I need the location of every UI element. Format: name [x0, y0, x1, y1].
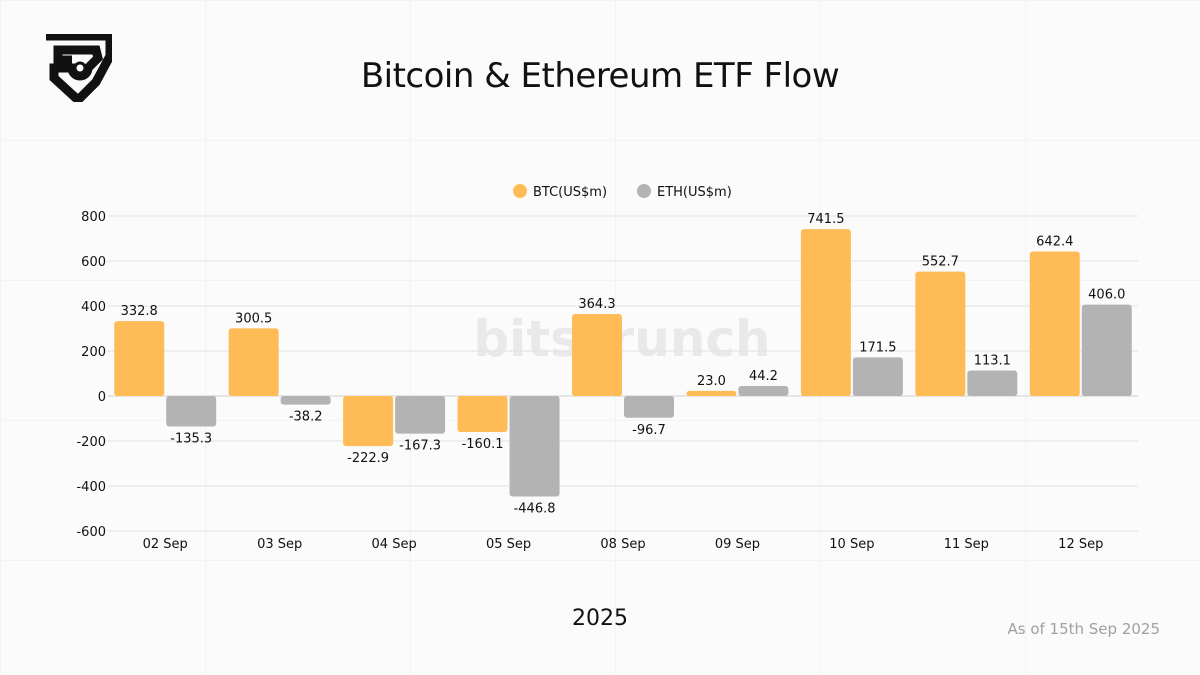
- eth-bar: [624, 396, 674, 418]
- legend-label: ETH(US$m): [657, 185, 732, 200]
- data-label: 23.0: [697, 374, 726, 389]
- eth-bar: [166, 396, 217, 427]
- x-tick-label: 08 Sep: [600, 537, 645, 552]
- y-tick-label: -400: [76, 480, 106, 495]
- chart-title: Bitcoin & Ethereum ETF Flow: [360, 56, 840, 96]
- btc-bar: [572, 314, 622, 396]
- bitscrunch-logo-icon: [44, 31, 115, 107]
- btc-bar: [457, 396, 508, 433]
- x-tick-label: 05 Sep: [486, 537, 531, 552]
- x-axis-year: 2025: [572, 606, 628, 631]
- eth-bar: [852, 357, 903, 396]
- y-tick-label: 600: [81, 255, 106, 270]
- btc-bar: [114, 321, 165, 396]
- data-label: 300.5: [235, 311, 272, 326]
- y-tick-label: 800: [81, 210, 106, 225]
- data-label: 642.4: [1036, 234, 1073, 249]
- data-label: -135.3: [170, 431, 212, 446]
- eth-bar: [967, 370, 1018, 396]
- x-tick-label: 12 Sep: [1058, 537, 1103, 552]
- eth-bar: [738, 386, 789, 396]
- x-tick-label: 02 Sep: [143, 537, 188, 552]
- data-label: 552.7: [922, 255, 959, 270]
- y-tick-label: -600: [76, 525, 106, 540]
- x-tick-label: 03 Sep: [257, 537, 302, 552]
- data-label: 364.3: [578, 297, 615, 312]
- y-tick-label: -200: [76, 435, 106, 450]
- y-tick-label: 0: [98, 390, 106, 405]
- data-label: -160.1: [462, 437, 504, 452]
- data-label: -38.2: [289, 410, 323, 425]
- y-tick-label: 400: [81, 300, 106, 315]
- legend-marker: [513, 184, 527, 198]
- x-tick-label: 09 Sep: [715, 537, 760, 552]
- y-tick-label: 200: [81, 345, 106, 360]
- btc-bar: [800, 229, 851, 396]
- eth-bar: [1081, 304, 1132, 396]
- data-label: -222.9: [347, 451, 389, 466]
- data-label: -446.8: [514, 502, 556, 517]
- x-tick-label: 10 Sep: [829, 537, 874, 552]
- data-label: -96.7: [632, 423, 666, 438]
- btc-bar: [915, 271, 966, 396]
- data-label: -167.3: [399, 439, 441, 454]
- data-label: 741.5: [807, 212, 844, 227]
- legend-marker: [637, 184, 651, 198]
- eth-bar: [395, 396, 446, 434]
- data-label: 332.8: [121, 304, 158, 319]
- btc-bar: [343, 396, 394, 447]
- eth-bar: [280, 396, 331, 405]
- as-of-date: As of 15th Sep 2025: [1007, 620, 1160, 638]
- x-tick-label: 04 Sep: [372, 537, 417, 552]
- legend-label: BTC(US$m): [533, 185, 607, 200]
- data-label: 406.0: [1088, 288, 1125, 303]
- btc-bar: [1029, 251, 1080, 396]
- data-label: 44.2: [749, 369, 778, 384]
- btc-bar: [228, 328, 279, 396]
- data-label: 171.5: [859, 340, 896, 355]
- eth-bar: [509, 396, 560, 497]
- data-label: 113.1: [974, 354, 1011, 369]
- btc-bar: [686, 390, 737, 396]
- x-tick-label: 11 Sep: [944, 537, 989, 552]
